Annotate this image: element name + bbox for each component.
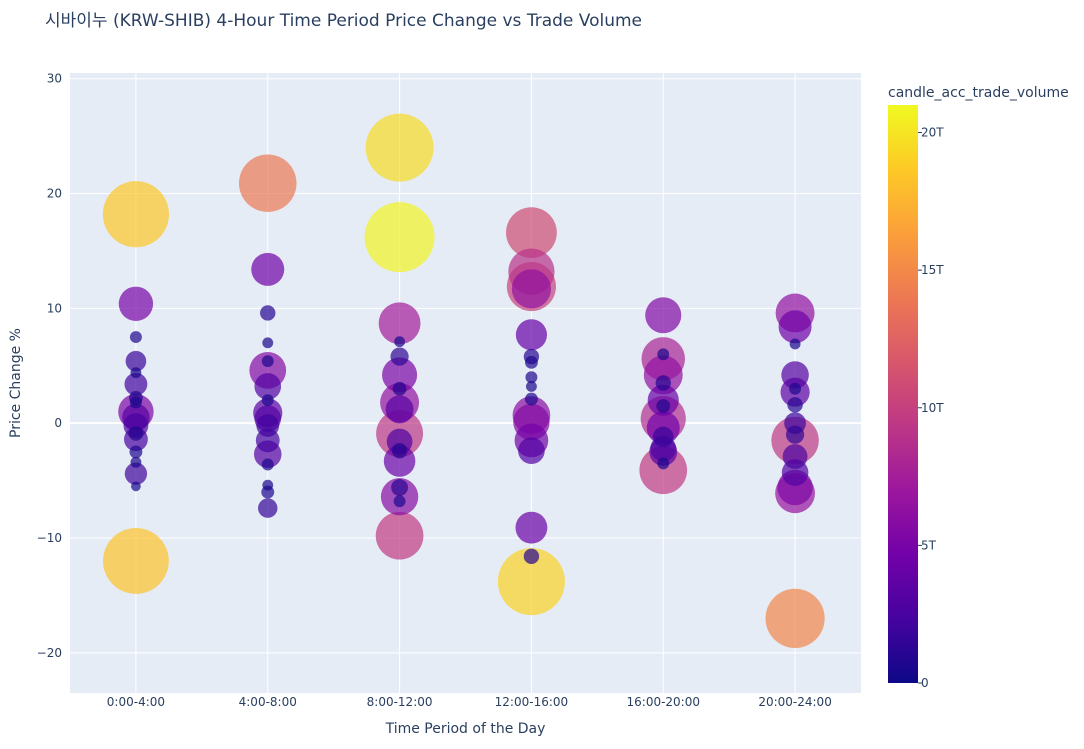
- data-point[interactable]: [129, 396, 142, 409]
- y-tick-label: 30: [47, 72, 62, 86]
- data-point[interactable]: [251, 252, 285, 286]
- data-point[interactable]: [129, 331, 142, 344]
- data-point[interactable]: [258, 498, 278, 518]
- data-point[interactable]: [129, 445, 143, 459]
- data-point[interactable]: [657, 457, 670, 470]
- data-point[interactable]: [254, 373, 282, 400]
- data-point[interactable]: [392, 381, 407, 396]
- y-tick-label: −20: [37, 646, 62, 660]
- y-tick-label: −10: [37, 531, 62, 545]
- data-point[interactable]: [378, 302, 421, 345]
- data-point[interactable]: [657, 348, 670, 361]
- data-point[interactable]: [394, 336, 406, 348]
- data-point[interactable]: [524, 355, 538, 369]
- data-point[interactable]: [506, 207, 557, 258]
- x-axis-title: Time Period of the Day: [385, 721, 546, 737]
- data-point[interactable]: [103, 528, 169, 594]
- data-point[interactable]: [523, 548, 540, 565]
- data-point[interactable]: [524, 392, 538, 406]
- data-point[interactable]: [789, 382, 802, 395]
- colorbar-gradient: [888, 105, 918, 683]
- data-point[interactable]: [130, 367, 142, 379]
- data-point[interactable]: [256, 414, 280, 437]
- colorbar-tick-label: 20T: [921, 126, 944, 140]
- data-point[interactable]: [261, 355, 274, 368]
- y-axis-title: Price Change %: [8, 328, 24, 438]
- data-point[interactable]: [391, 479, 409, 496]
- data-point[interactable]: [655, 375, 671, 391]
- data-point[interactable]: [511, 269, 552, 309]
- data-point[interactable]: [652, 426, 674, 448]
- data-point[interactable]: [118, 286, 154, 321]
- data-point[interactable]: [515, 511, 548, 544]
- x-tick-label: 16:00-20:00: [627, 695, 701, 709]
- data-point[interactable]: [260, 305, 276, 321]
- colorbar-tick-label: 15T: [921, 263, 944, 277]
- data-point[interactable]: [782, 444, 808, 469]
- data-point[interactable]: [785, 425, 805, 444]
- x-tick-label: 0:00-4:00: [107, 695, 165, 709]
- data-point[interactable]: [778, 310, 812, 344]
- data-point[interactable]: [393, 495, 406, 508]
- data-point[interactable]: [375, 511, 424, 560]
- data-point[interactable]: [130, 456, 142, 468]
- colorbar-tick-label: 0: [921, 676, 929, 690]
- data-point[interactable]: [656, 399, 671, 413]
- data-point[interactable]: [262, 479, 274, 491]
- x-tick-label: 20:00-24:00: [758, 695, 832, 709]
- data-point[interactable]: [365, 113, 434, 182]
- data-point[interactable]: [383, 445, 416, 477]
- data-point[interactable]: [391, 443, 408, 459]
- y-tick-label: 10: [47, 301, 62, 315]
- data-point[interactable]: [125, 350, 147, 372]
- data-point[interactable]: [261, 394, 274, 407]
- data-point[interactable]: [390, 347, 409, 366]
- y-tick-label: 0: [54, 416, 62, 430]
- data-point[interactable]: [124, 462, 148, 485]
- data-point[interactable]: [525, 381, 537, 392]
- x-tick-labels: 0:00-4:00 4:00-8:00 8:00-12:00 12:00-16:00 1…: [107, 695, 832, 709]
- x-tick-label: 8:00-12:00: [367, 695, 433, 709]
- data-point[interactable]: [131, 481, 141, 492]
- data-point[interactable]: [497, 548, 565, 616]
- colorbar: candle_acc_trade_volume 0 5T 10T 15T 20T: [888, 85, 1069, 690]
- data-point[interactable]: [382, 357, 418, 393]
- data-point[interactable]: [262, 337, 274, 349]
- data-point[interactable]: [102, 181, 170, 248]
- x-tick-label: 12:00-16:00: [495, 695, 569, 709]
- plot-area: [70, 73, 861, 693]
- x-tick-label: 4:00-8:00: [239, 695, 297, 709]
- data-point[interactable]: [645, 297, 682, 334]
- colorbar-title: candle_acc_trade_volume: [888, 85, 1069, 101]
- colorbar-ticks: 0 5T 10T 15T 20T: [918, 126, 944, 690]
- data-point[interactable]: [518, 437, 545, 465]
- data-point[interactable]: [789, 338, 801, 350]
- data-point[interactable]: [525, 371, 538, 384]
- data-point[interactable]: [128, 426, 144, 441]
- colorbar-tick-label: 5T: [921, 538, 937, 552]
- data-point[interactable]: [781, 361, 809, 389]
- colorbar-tick-label: 10T: [921, 401, 944, 415]
- chart-title: 시바이누 (KRW-SHIB) 4-Hour Time Period Price…: [45, 11, 642, 31]
- data-point[interactable]: [124, 372, 148, 396]
- data-point[interactable]: [787, 397, 803, 413]
- data-point[interactable]: [238, 154, 297, 213]
- data-point[interactable]: [385, 395, 414, 424]
- y-tick-label: 20: [47, 187, 62, 201]
- y-tick-labels: −20 −10 0 10 20 30: [37, 72, 62, 660]
- data-point[interactable]: [515, 319, 547, 351]
- data-point[interactable]: [765, 588, 825, 648]
- data-points: [102, 113, 825, 648]
- data-point[interactable]: [643, 355, 683, 395]
- data-point[interactable]: [261, 458, 274, 471]
- data-point[interactable]: [364, 202, 435, 273]
